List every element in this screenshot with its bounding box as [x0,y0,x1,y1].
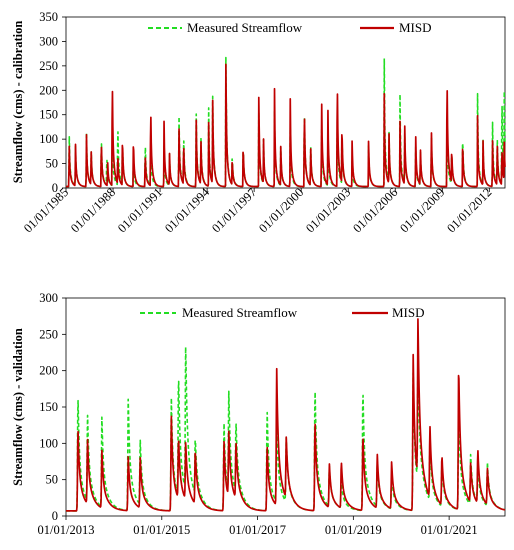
calibration-y-tick-label: 150 [39,108,58,122]
calibration-y-tick-label: 350 [39,10,58,24]
calibration-x-tick-label: 01/01/1985 [21,185,71,235]
calibration-y-tick-label: 0 [52,181,58,195]
calibration-y-ticks: 0 50 100 150 200 250 300 350 [39,10,66,195]
validation-legend: Measured Streamflow MISD [140,305,425,320]
calibration-x-tick-label: 01/01/2003 [303,185,353,235]
calibration-legend-misd-label: MISD [399,20,432,35]
validation-y-tick-label: 250 [39,327,58,341]
calibration-y-tick-label: 50 [46,157,59,171]
validation-x-tick-label: 01/01/2015 [133,523,190,537]
calibration-x-tick-label: 01/01/1991 [115,185,165,235]
calibration-y-tick-label: 300 [39,34,58,48]
validation-series-misd-line [65,318,506,512]
calibration-y-tick-label: 100 [39,132,58,146]
validation-legend-measured-label: Measured Streamflow [182,305,298,320]
calibration-series [65,56,506,188]
calibration-y-axis-label: Streamflow (cms) - calibration [11,21,25,184]
calibration-x-tick-label: 01/01/1988 [68,185,118,235]
validation-y-ticks: 0 50 100 150 200 250 300 [39,291,66,523]
validation-series [65,318,506,512]
validation-x-tick-label: 01/01/2017 [229,523,286,537]
validation-y-tick-label: 0 [52,509,58,523]
validation-y-tick-label: 200 [39,364,58,378]
validation-x-ticks: 01/01/2013 01/01/2015 01/01/2017 01/01/2019… [38,516,478,537]
calibration-y-tick-label: 200 [39,83,58,97]
calibration-x-tick-label: 01/01/2000 [256,185,306,235]
validation-x-tick-label: 01/01/2019 [325,523,382,537]
calibration-x-tick-label: 01/01/2006 [350,185,400,235]
validation-y-tick-label: 300 [39,291,58,305]
validation-x-tick-label: 01/01/2013 [38,523,95,537]
calibration-legend: Measured Streamflow MISD [148,20,432,35]
calibration-x-tick-label: 01/01/1997 [209,185,259,235]
validation-y-axis-label: Streamflow (cms) - validation [11,328,25,486]
calibration-legend-measured-label: Measured Streamflow [187,20,303,35]
validation-legend-misd-label: MISD [392,305,425,320]
calibration-x-ticks: 01/01/198501/01/198801/01/199101/01/1994… [21,185,494,236]
validation-y-tick-label: 50 [46,473,59,487]
validation-y-tick-label: 100 [39,436,58,450]
calibration-x-tick-label: 01/01/2012 [444,185,494,235]
calibration-x-tick-label: 01/01/1994 [162,185,213,236]
validation-x-tick-label: 01/01/2021 [421,523,478,537]
calibration-x-tick-label: 01/01/2009 [397,185,447,235]
validation-y-tick-label: 150 [39,400,58,414]
calibration-y-tick-label: 250 [39,59,58,73]
calibration-series-misd-line [65,63,506,188]
calibration-plot-area [65,16,506,189]
